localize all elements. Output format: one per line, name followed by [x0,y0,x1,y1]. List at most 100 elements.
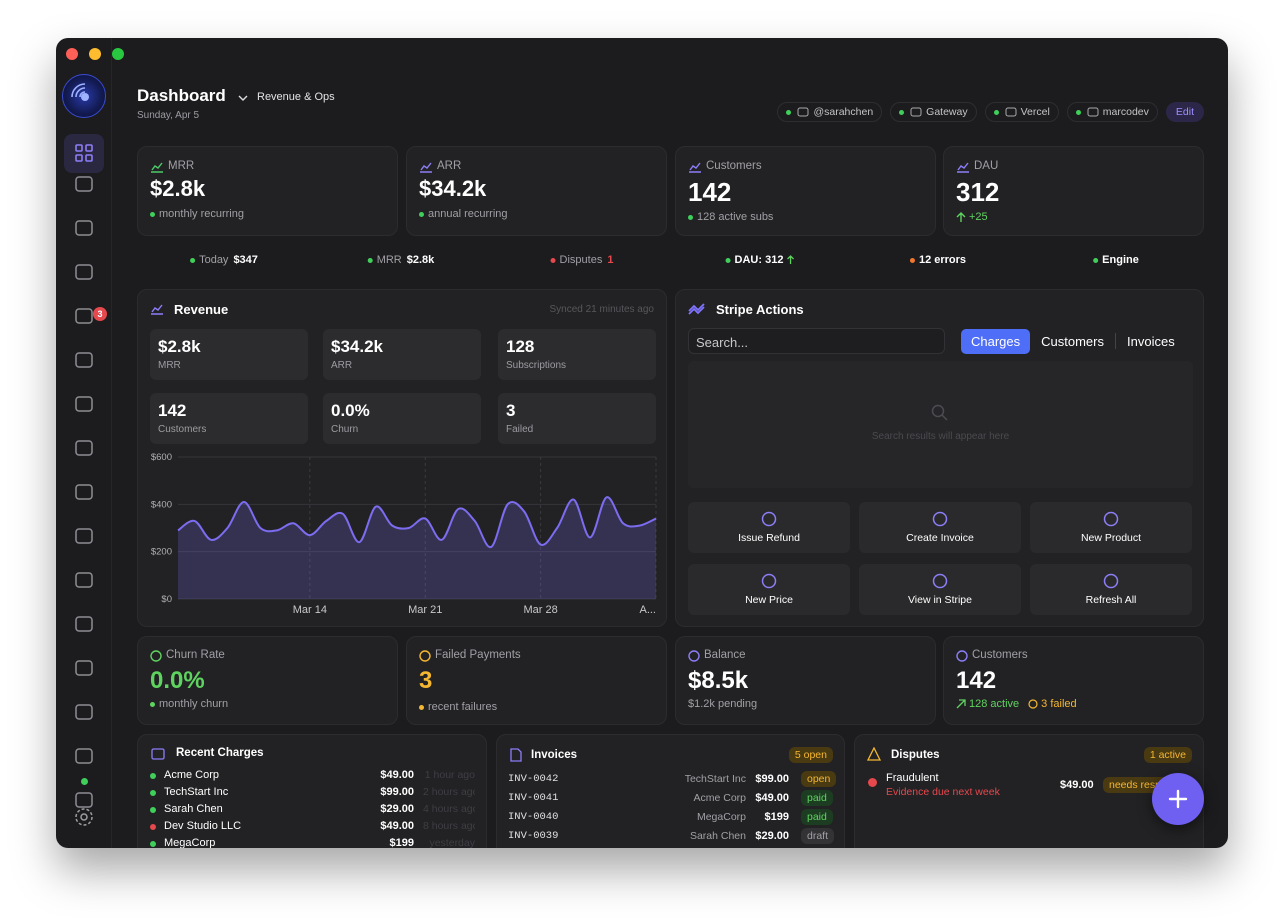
stat-sub: 128 active subs [688,211,773,223]
chevron[interactable] [238,90,248,101]
settings[interactable] [72,805,96,829]
zoom-button[interactable] [112,48,124,60]
search-input[interactable]: Search... [688,328,945,354]
view-selector[interactable]: Revenue & Ops [257,91,335,103]
gear-icon [75,808,93,826]
invoice-amount: $199 [764,811,789,823]
invoice-id: INV-0040 [508,811,559,823]
charge-time: 8 hours ago [423,820,475,832]
action-button[interactable]: New Price [688,564,850,615]
empty-message: Search results will appear here [871,431,1010,442]
row-dot [150,841,156,847]
nav-item[interactable] [72,612,96,636]
action-label: New Product [1080,532,1142,544]
icon [688,650,700,662]
minimize-button[interactable] [89,48,101,60]
y-tick-label: $0 [161,594,172,605]
status-dot [1075,109,1081,115]
ticker-label: Today [199,254,229,266]
customer-name: Sarah Chen [164,803,223,815]
nav-item[interactable] [72,788,96,812]
nav-item[interactable] [72,436,96,460]
charge-amount: $99.00 [380,786,414,798]
status-dot [725,257,731,263]
stat-sub-text: monthly recurring [159,208,244,220]
icon [151,748,165,760]
panel-title: Stripe Actions [716,302,804,317]
revenue-area [178,497,656,599]
active-nav[interactable] [64,134,104,173]
status-chip[interactable]: Gateway [890,102,977,122]
invoice-amount: $49.00 [755,792,789,804]
ticker-item: Engine [1093,254,1139,266]
icon [761,511,777,527]
action-button[interactable]: View in Stripe [859,564,1021,615]
close-button[interactable] [66,48,78,60]
status-dot [550,257,556,263]
summary-card: Churn Rate 0.0% monthly churn [137,636,398,725]
edit-button[interactable]: Edit [1165,102,1204,122]
icon [75,396,93,412]
ticker-value: $347 [233,254,258,266]
icon [910,107,922,117]
status-dot [993,109,999,115]
tab[interactable]: Customers [1041,333,1104,349]
action-button[interactable]: Refresh All [1030,564,1192,615]
app-logo[interactable] [62,74,106,118]
summary-value: 142 [956,667,997,694]
status-dot [909,257,915,263]
invoice-status: draft [801,828,835,844]
charge-amount: $49.00 [380,769,414,781]
nav-item[interactable] [72,392,96,416]
stat-sub-text: +25 [969,211,988,223]
tab[interactable]: Charges [961,328,1031,354]
nav-item[interactable] [72,304,96,328]
icon [75,484,93,500]
action-button[interactable]: Issue Refund [688,502,850,553]
nav-item[interactable] [72,348,96,372]
plus-icon [1168,789,1188,809]
ticker-item: Today $347 [190,254,258,266]
summary-label: Failed Payments [435,649,521,661]
logo-icon [71,83,89,101]
icon [689,162,701,173]
nav-item[interactable] [72,260,96,284]
status-dot [786,109,792,115]
metric-value: 0.0% [331,401,370,420]
ticker-label: 12 errors [918,254,967,266]
icon [510,748,522,762]
count-badge: 1 active [1143,747,1192,763]
status-chip[interactable]: marcodev [1066,102,1158,122]
summary-sub: recent failures [419,701,497,713]
status-chip[interactable]: @sarahchen [777,102,883,122]
nav-item[interactable] [72,480,96,504]
tab[interactable]: Invoices [1127,333,1175,349]
metric-label: Customers [158,424,207,435]
icon [1087,107,1099,117]
action-label: View in Stripe [907,594,972,606]
panel-title: Disputes [891,749,940,761]
summary-value: 3 [419,667,433,694]
nav-item[interactable] [72,656,96,680]
charge-time: 1 hour ago [424,769,475,781]
nav-item[interactable] [72,568,96,592]
action-button[interactable]: Create Invoice [859,502,1021,553]
nav-item[interactable] [72,172,96,196]
metric-box: 0.0% Churn [323,393,481,444]
status-chip[interactable]: Vercel [984,102,1059,122]
nav-item[interactable] [72,700,96,724]
summary-sub-text: 3 failed [1041,698,1077,710]
status-chips: @sarahchen Gateway Vercel marcodev Edit [777,102,1204,122]
action-button[interactable]: New Product [1030,502,1192,553]
icon [956,211,966,222]
revenue-chart: $0 $200 $400 $600 Mar 14 Mar 21 Mar 28 A... [151,452,657,616]
icon [786,255,794,265]
add-button[interactable] [1152,773,1204,825]
nav-item[interactable] [72,524,96,548]
status-dot [367,257,373,263]
nav-item[interactable] [72,216,96,240]
row-dot [150,824,156,830]
invoice-id: INV-0041 [508,792,559,804]
nav-item[interactable] [72,744,96,768]
summary-sub-text: monthly churn [159,698,229,710]
